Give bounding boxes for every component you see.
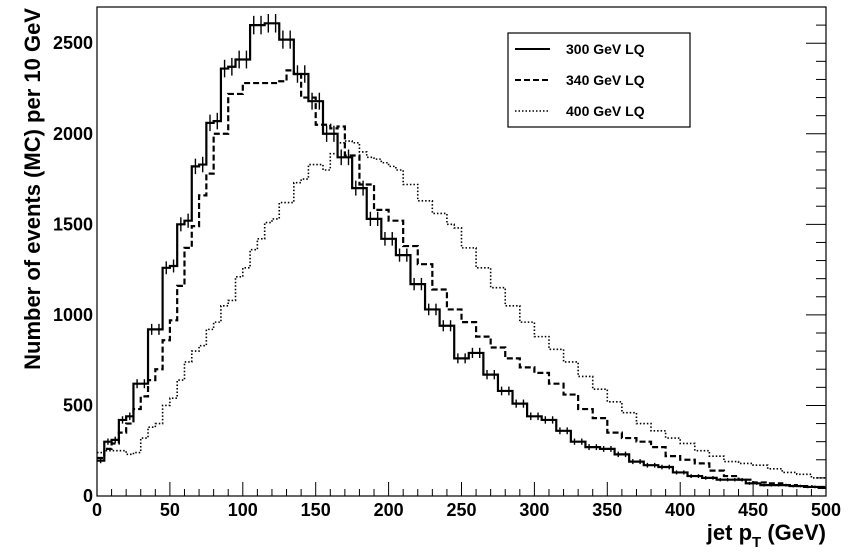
x-tick-label: 500: [811, 500, 841, 520]
x-tick-label: 400: [665, 500, 695, 520]
y-tick-label: 2000: [53, 124, 93, 144]
x-axis-title: jet pT (GeV): [706, 520, 826, 551]
legend: 300 GeV LQ 340 GeV LQ 400 GeV LQ: [507, 32, 691, 128]
x-tick-label: 300: [519, 500, 549, 520]
y-tick-label: 500: [63, 395, 93, 415]
x-tick-label: 150: [301, 500, 331, 520]
series-line-2: [97, 69, 826, 489]
legend-label-2: 340 GeV LQ: [566, 72, 645, 88]
y-tick-label: 2500: [53, 33, 93, 53]
x-axis-title-unit: (GeV): [761, 520, 826, 545]
legend-label-3: 400 GeV LQ: [566, 103, 645, 119]
x-axis-title-main: jet p: [706, 520, 752, 545]
legend-entry-1: 300 GeV LQ: [515, 41, 645, 57]
y-tick-label: 0: [83, 486, 93, 506]
x-tick-label: 0: [92, 500, 102, 520]
legend-entry-2: 340 GeV LQ: [515, 72, 645, 88]
series-line-1: [97, 22, 826, 489]
legend-label-1: 300 GeV LQ: [566, 41, 645, 57]
axis-layer: 0 50 100 150 200 250 300 350 400 450 500 0 500 1000 15…: [53, 6, 841, 520]
legend-entry-3: 400 GeV LQ: [515, 103, 645, 119]
y-axis-title: Number of events (MC) per 10 GeV: [20, 8, 45, 370]
x-tick-label: 250: [446, 500, 476, 520]
y-tick-label: 1500: [53, 214, 93, 234]
x-tick-label: 350: [592, 500, 622, 520]
series-layer: [97, 22, 826, 489]
x-tick-label: 100: [228, 500, 258, 520]
x-tick-label: 450: [738, 500, 768, 520]
x-tick-label: 50: [160, 500, 180, 520]
errorbar-layer: [99, 14, 824, 490]
x-axis-title-subscript: T: [752, 534, 761, 551]
y-tick-label: 1000: [53, 305, 93, 325]
x-tick-label: 200: [374, 500, 404, 520]
